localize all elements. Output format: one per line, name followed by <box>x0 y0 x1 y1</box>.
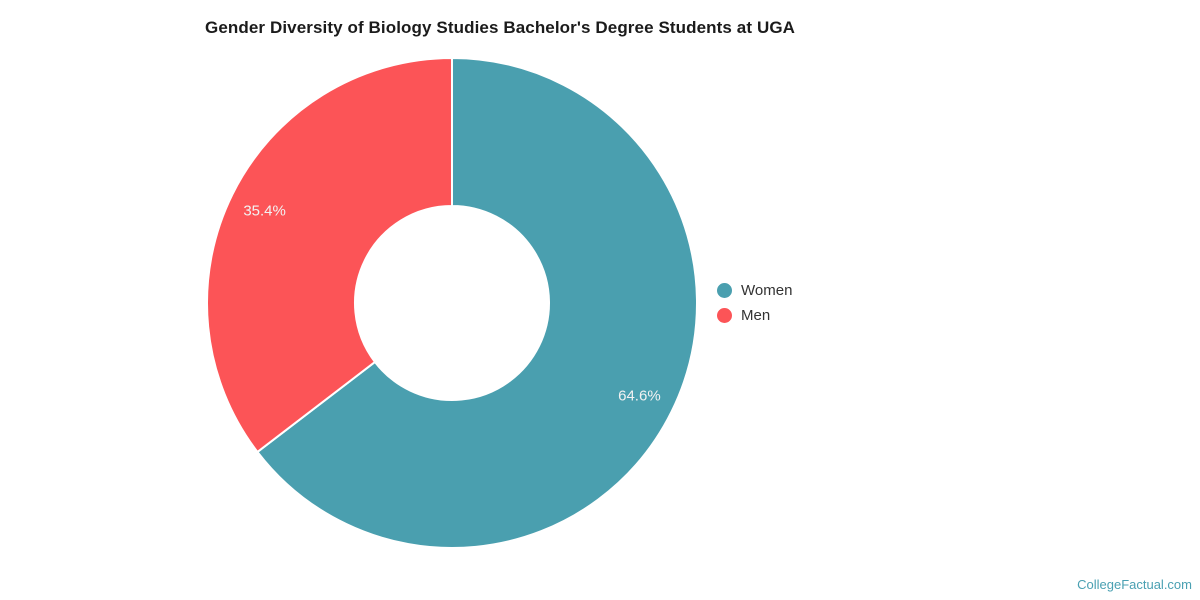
slice-label-women: 64.6% <box>618 388 661 405</box>
slice-label-men: 35.4% <box>243 203 286 220</box>
legend-label-women: Women <box>741 282 793 299</box>
pie-slice-women[interactable] <box>256 57 698 549</box>
chart-title: Gender Diversity of Biology Studies Bach… <box>205 18 796 37</box>
legend-item-women[interactable]: Women <box>717 278 792 303</box>
watermark-link[interactable]: CollegeFactual.com <box>1077 577 1192 592</box>
legend-marker-men <box>717 308 732 323</box>
legend-item-men[interactable]: Men <box>717 303 792 328</box>
legend-label-men: Men <box>741 307 771 324</box>
legend-marker-women <box>717 283 732 298</box>
legend: Women Men <box>717 278 792 328</box>
pie-slice-men[interactable] <box>206 57 453 453</box>
